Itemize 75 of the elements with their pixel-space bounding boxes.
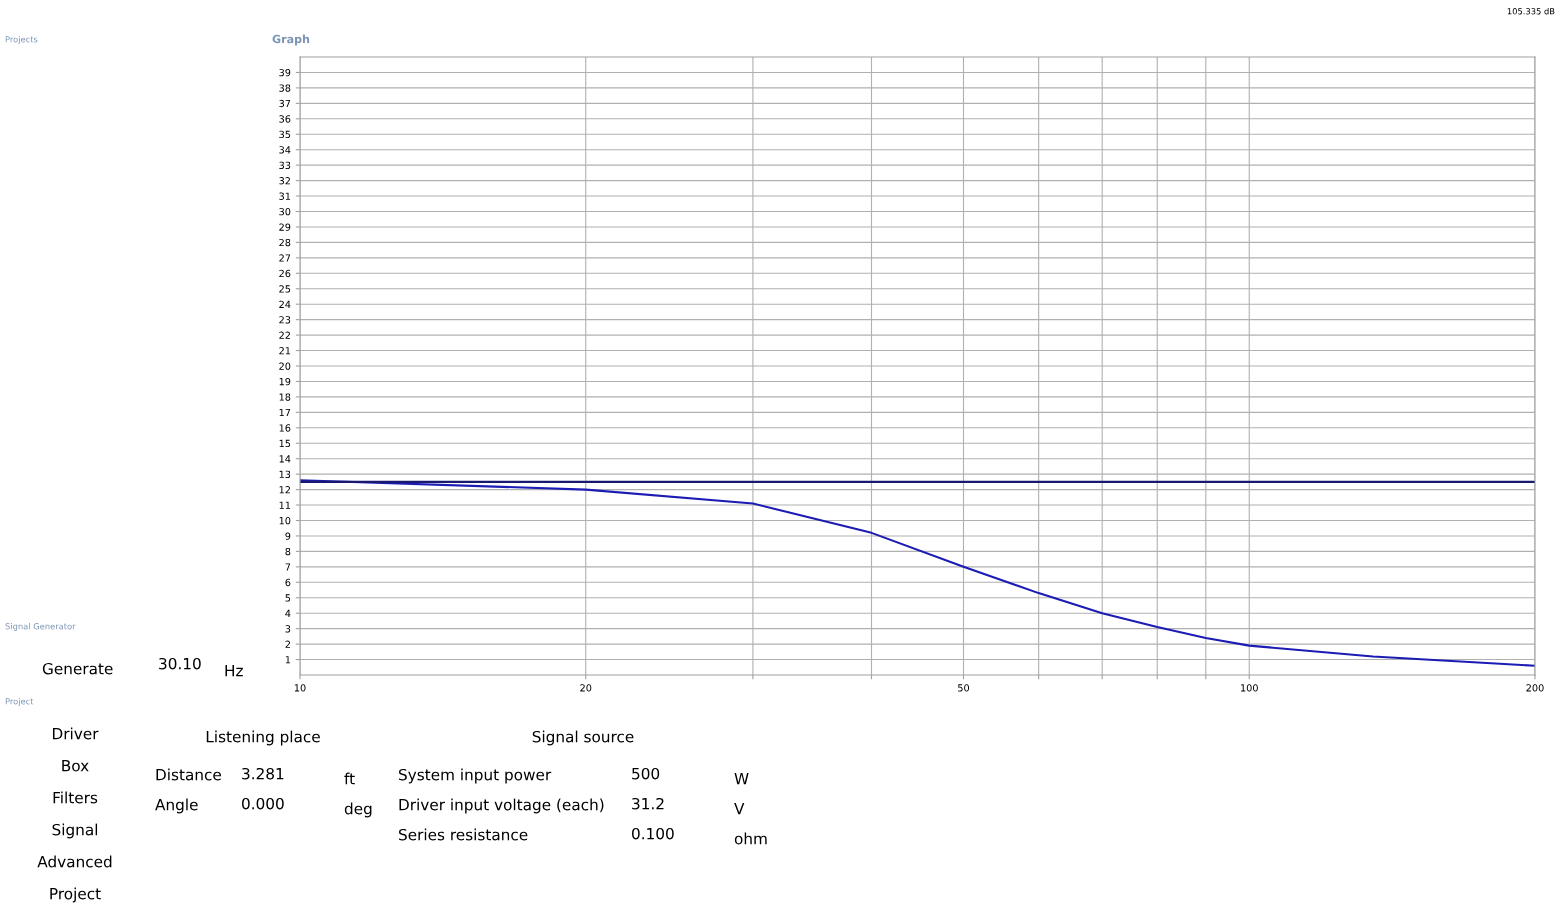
- x-tick-label: 200: [1526, 684, 1544, 692]
- y-tick-label: 5: [285, 594, 291, 602]
- y-tick-label: 21: [279, 347, 291, 355]
- text: Project: [50, 887, 101, 903]
- y-tick-label: 30: [279, 207, 291, 216]
- text: Series resistance: [399, 828, 528, 841]
- y-tick-label: 38: [279, 84, 291, 92]
- y-tick-label: 24: [279, 300, 291, 308]
- y-tick-label: 2: [285, 640, 290, 648]
- text: V: [734, 803, 745, 815]
- y-tick-label: 26: [279, 269, 291, 278]
- y-tick-label: 12: [279, 486, 290, 494]
- y-tick-label: 31: [279, 192, 291, 200]
- text: 0.100: [632, 827, 674, 840]
- text: System input power: [399, 768, 552, 784]
- y-tick-label: 27: [279, 254, 291, 262]
- y-tick-label: 6: [285, 578, 291, 587]
- text: Projects: [5, 35, 38, 45]
- y-tick-label: 7: [285, 563, 291, 571]
- x-tick-label: 100: [1241, 684, 1258, 692]
- y-tick-label: 35: [279, 130, 291, 139]
- y-tick-label: 17: [279, 408, 291, 417]
- text: W: [734, 773, 749, 785]
- y-tick-label: 28: [279, 238, 291, 247]
- y-tick-label: 34: [279, 146, 291, 154]
- chart-title: Graph: [272, 34, 310, 46]
- y-tick-label: 37: [279, 99, 291, 108]
- y-tick-label: 20: [279, 362, 291, 370]
- y-tick-label: 4: [285, 609, 291, 617]
- y-tick-label: 39: [279, 68, 291, 77]
- y-tick-label: 13: [279, 470, 291, 478]
- text: Signal: [52, 823, 98, 839]
- y-tick-label: 16: [279, 424, 291, 432]
- text: 31.2: [632, 797, 664, 810]
- text: 3.281: [242, 767, 284, 780]
- y-tick-label: 18: [279, 393, 291, 401]
- x-tick-label: 20: [580, 684, 592, 692]
- y-tick-label: 33: [279, 161, 291, 169]
- y-tick-label: 36: [279, 115, 291, 123]
- y-tick-label: 10: [279, 516, 291, 525]
- text: 500: [632, 767, 660, 780]
- y-tick-label: 32: [279, 177, 290, 185]
- text: 0.000: [242, 797, 284, 810]
- text: ft: [344, 772, 355, 785]
- y-tick-label: 19: [279, 377, 291, 386]
- text: Driver input voltage (each): [399, 798, 604, 814]
- x-tick-label: 10: [294, 684, 306, 692]
- y-tick-label: 8: [285, 547, 291, 556]
- text: Signal Generator: [5, 622, 76, 632]
- y-tick-label: 3: [285, 625, 291, 633]
- y-tick-label: 1: [285, 656, 291, 664]
- y-tick-label: 29: [279, 223, 291, 231]
- text: Distance: [156, 768, 221, 781]
- y-tick-label: 23: [279, 316, 291, 324]
- text: Driver: [52, 727, 99, 740]
- text: Box: [62, 760, 89, 772]
- y-tick-label: 15: [279, 439, 291, 448]
- y-tick-label: 11: [279, 501, 291, 509]
- y-tick-label: 22: [279, 331, 290, 339]
- text: Signal source: [532, 730, 634, 746]
- y-tick-label: 9: [285, 532, 291, 540]
- text: ohm: [734, 832, 767, 845]
- text: Listening place: [206, 730, 320, 746]
- text: Generate: [42, 662, 113, 675]
- text: Advanced: [37, 855, 112, 868]
- x-tick-label: 50: [958, 684, 970, 692]
- text: Hz: [225, 665, 243, 677]
- text: Filters: [53, 791, 98, 804]
- text: deg: [344, 802, 372, 818]
- text: Angle: [155, 798, 198, 814]
- text: 105.335 dB: [1507, 7, 1555, 15]
- text: 30.10: [159, 657, 201, 670]
- y-tick-label: 25: [279, 285, 291, 293]
- y-tick-label: 14: [279, 455, 291, 463]
- text: Project: [5, 697, 34, 707]
